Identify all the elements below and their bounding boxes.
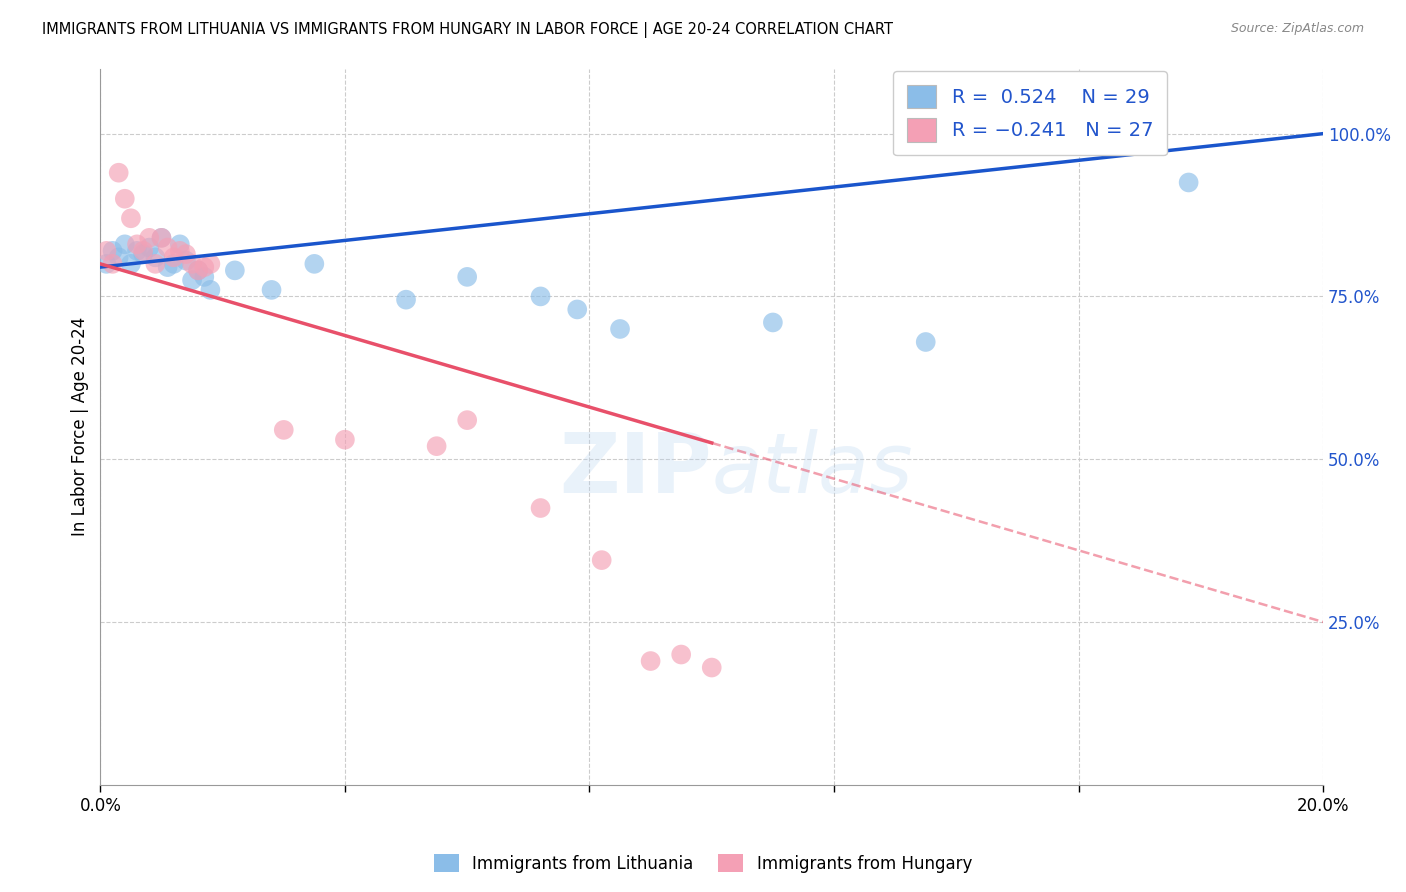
Point <box>174 253 197 268</box>
Point <box>395 293 418 307</box>
Point <box>150 231 173 245</box>
Point <box>145 257 167 271</box>
Point <box>107 251 129 265</box>
Point <box>156 241 179 255</box>
Point <box>125 237 148 252</box>
Point <box>150 231 173 245</box>
Point <box>762 315 785 329</box>
Point <box>163 251 186 265</box>
Point <box>169 237 191 252</box>
Point <box>224 263 246 277</box>
Y-axis label: In Labor Force | Age 20-24: In Labor Force | Age 20-24 <box>72 317 89 536</box>
Point <box>145 251 167 265</box>
Text: ZIP: ZIP <box>560 429 711 510</box>
Point <box>132 244 155 258</box>
Point <box>181 273 204 287</box>
Point <box>120 211 142 226</box>
Legend: Immigrants from Lithuania, Immigrants from Hungary: Immigrants from Lithuania, Immigrants fr… <box>427 847 979 880</box>
Point <box>187 263 209 277</box>
Point <box>200 257 222 271</box>
Point <box>125 244 148 258</box>
Point <box>181 257 204 271</box>
Point <box>156 260 179 274</box>
Point <box>187 263 209 277</box>
Text: IMMIGRANTS FROM LITHUANIA VS IMMIGRANTS FROM HUNGARY IN LABOR FORCE | AGE 20-24 : IMMIGRANTS FROM LITHUANIA VS IMMIGRANTS … <box>42 22 893 38</box>
Legend: R =  0.524    N = 29, R = −0.241   N = 27: R = 0.524 N = 29, R = −0.241 N = 27 <box>893 71 1167 155</box>
Point <box>567 302 589 317</box>
Point <box>304 257 326 271</box>
Point <box>174 247 197 261</box>
Point <box>333 433 356 447</box>
Point <box>101 244 124 258</box>
Point <box>138 241 160 255</box>
Point <box>456 413 478 427</box>
Point <box>273 423 295 437</box>
Point <box>96 257 118 271</box>
Point <box>114 192 136 206</box>
Point <box>529 289 551 303</box>
Point <box>529 501 551 516</box>
Point <box>163 257 186 271</box>
Point <box>96 244 118 258</box>
Point <box>193 269 215 284</box>
Text: atlas: atlas <box>711 429 914 510</box>
Point <box>1177 176 1199 190</box>
Point <box>200 283 222 297</box>
Point <box>120 257 142 271</box>
Point <box>107 166 129 180</box>
Point <box>914 334 936 349</box>
Point <box>132 247 155 261</box>
Point <box>640 654 662 668</box>
Point <box>114 237 136 252</box>
Point <box>426 439 449 453</box>
Point <box>669 648 692 662</box>
Point <box>101 257 124 271</box>
Point <box>138 231 160 245</box>
Point <box>456 269 478 284</box>
Point <box>260 283 283 297</box>
Point <box>169 244 191 258</box>
Point <box>193 260 215 274</box>
Point <box>591 553 613 567</box>
Text: Source: ZipAtlas.com: Source: ZipAtlas.com <box>1230 22 1364 36</box>
Point <box>700 660 723 674</box>
Point <box>609 322 631 336</box>
